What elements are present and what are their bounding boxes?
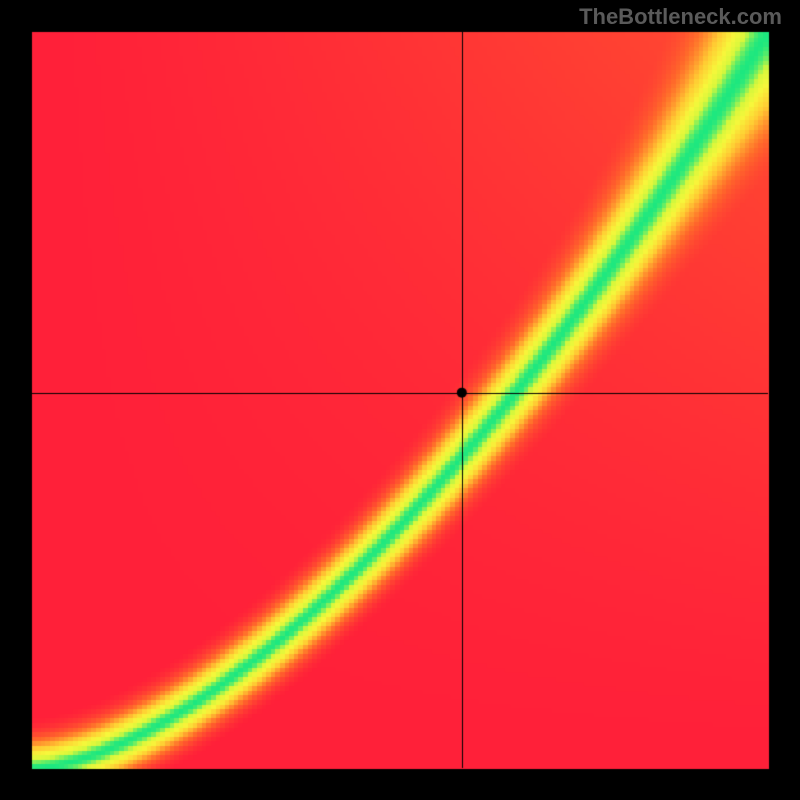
chart-container: { "canvas": { "width": 800, "height": 80…	[0, 0, 800, 800]
attribution-label: TheBottleneck.com	[579, 4, 782, 30]
bottleneck-heatmap-canvas	[0, 0, 800, 800]
